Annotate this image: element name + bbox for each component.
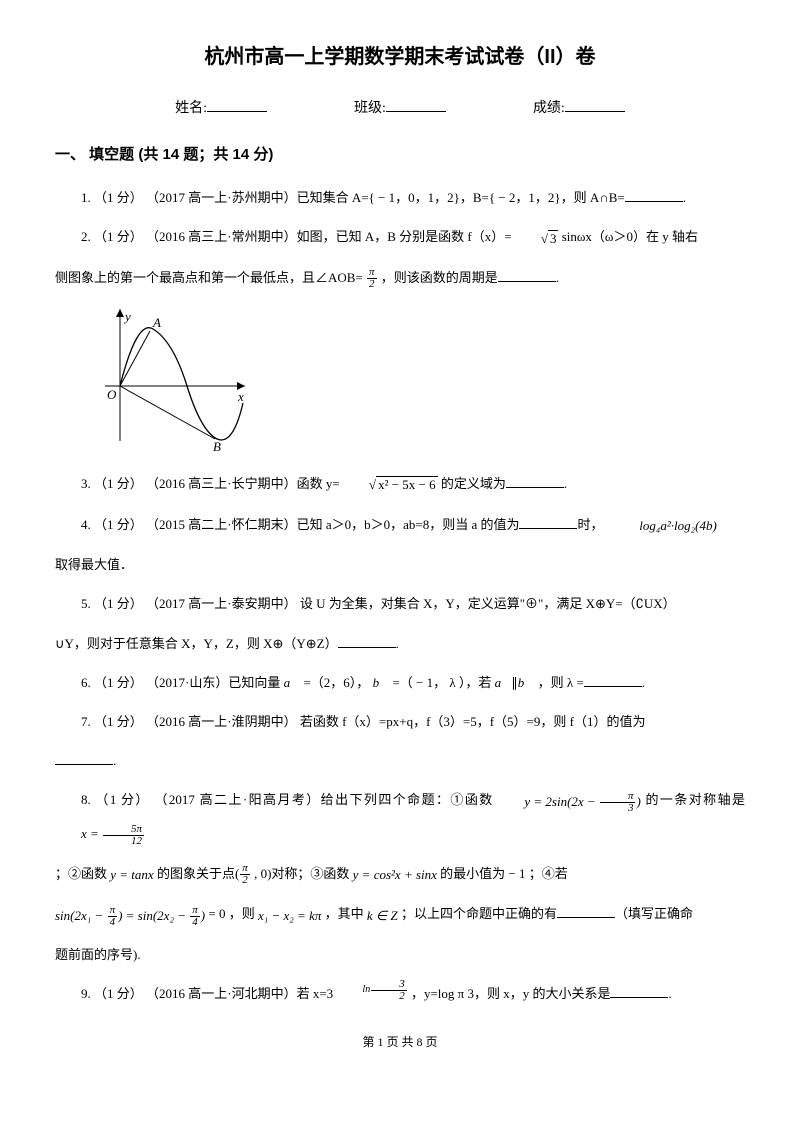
q8-expr5: sin(2x₁ − π4) = sin(2x₂ − π4) — [55, 900, 205, 931]
question-4-line2: 取得最大值． — [55, 549, 745, 580]
q6-post: . — [642, 675, 645, 690]
q3-blank — [506, 475, 564, 488]
q6-m3: ，则 λ = — [534, 675, 583, 690]
q6-pre: 6. （1 分） （2017·山东）已知向量 — [81, 675, 284, 690]
q8-l1a: 8. （1 分） （2017 高二上·阳高月考）给出下列四个命题：①函数 — [81, 792, 498, 807]
svg-text:A: A — [152, 315, 161, 330]
question-5-line2: ∪Y，则对于任意集合 X，Y，Z，则 X⊕（Y⊕Z）. — [55, 628, 745, 659]
question-2-line2: 侧图象上的第一个最高点和第一个最低点，且∠AOB= π2 ，则该函数的周期是. — [55, 262, 745, 293]
page-title: 杭州市高一上学期数学期末考试试卷（II）卷 — [55, 40, 745, 69]
q3-pre: 3. （1 分） （2016 高三上·长宁期中）函数 y= — [81, 476, 343, 491]
q4-l1b: 时， — [577, 517, 603, 532]
q4-l1a: 4. （1 分） （2015 高二上·怀仁期末）已知 a＞0，b＞0，ab=8，… — [81, 517, 519, 532]
q5-post: . — [396, 636, 399, 651]
question-8-line4: 题前面的序号). — [55, 939, 745, 970]
q2-l1a: 2. （1 分） （2016 高三上·常州期中）如图，已知 A，B 分别是函数 … — [81, 229, 515, 244]
q7-post: . — [113, 753, 116, 768]
q8-l2b: 的图象关于点( — [154, 866, 240, 881]
q8-expr2: x = 5π12 — [55, 818, 145, 849]
q2-post: . — [556, 270, 559, 285]
question-8-line2: ；②函数 y = tanx 的图象关于点(π2 , 0)对称；③函数 y = c… — [55, 858, 745, 891]
q9-pre: 9. （1 分） （2016 高一上·河北期中）若 x=3 — [81, 986, 336, 1001]
info-row: 姓名: 班级: 成绩: — [55, 97, 745, 117]
question-3: 3. （1 分） （2016 高三上·长宁期中）函数 y= √x² − 5x −… — [55, 468, 745, 501]
q9-exp: ln32 — [336, 978, 407, 1002]
vector-a2-icon: a⃗ — [495, 675, 512, 690]
q8-l1b: 的一条对称轴是 — [641, 792, 745, 807]
q2-l2a: 侧图象上的第一个最高点和第一个最低点，且∠AOB= — [55, 270, 366, 285]
q9-blank — [610, 985, 668, 998]
q8-l3a: = 0 ，则 — [205, 906, 258, 921]
svg-text:y: y — [123, 309, 131, 324]
question-8-line1: 8. （1 分） （2017 高二上·阳高月考）给出下列四个命题：①函数 y =… — [55, 784, 745, 849]
question-7-line2: . — [55, 745, 745, 776]
question-5-line1: 5. （1 分） （2017 高一上·泰安期中） 设 U 为全集，对集合 X，Y… — [55, 588, 745, 619]
question-4-line1: 4. （1 分） （2015 高二上·怀仁期末）已知 a＞0，b＞0，ab=8，… — [55, 509, 745, 542]
sqrt-expr-icon: √x² − 5x − 6 — [343, 469, 438, 500]
q8-l3d: （填写正确命 — [615, 906, 693, 921]
q2-l2b: ，则该函数的周期是 — [378, 270, 498, 285]
question-2-line1: 2. （1 分） （2016 高三上·常州期中）如图，已知 A，B 分别是函数 … — [55, 221, 745, 254]
sine-graph-figure: y x A B O — [95, 301, 745, 456]
parallel-icon: ∥ — [511, 675, 518, 690]
q6-m2: =（ − 1， λ ），若 — [389, 675, 494, 690]
q3-post: . — [564, 476, 567, 491]
svg-text:O: O — [107, 387, 117, 402]
vector-a-icon: a⃗ — [284, 675, 301, 690]
question-8-line3: sin(2x₁ − π4) = sin(2x₂ − π4) = 0 ，则 x₁ … — [55, 898, 745, 931]
q8-expr6: x₁ − x₂ = kπ — [258, 900, 321, 931]
q8-l2d: 的最小值为 − 1 ；④若 — [437, 866, 568, 881]
score-label: 成绩: — [533, 101, 565, 116]
question-7-line1: 7. （1 分） （2016 高一上·淮阴期中） 若函数 f（x）=px+q，f… — [55, 706, 745, 737]
q3-mid: 的定义域为 — [438, 476, 506, 491]
question-6: 6. （1 分） （2017·山东）已知向量 a⃗ =（2，6）， b⃗ =（ … — [55, 667, 745, 698]
q4-blank — [519, 516, 577, 529]
q8-l3b: ，其中 — [321, 906, 367, 921]
q7-blank — [55, 752, 113, 765]
name-label: 姓名: — [175, 101, 207, 116]
q2-l1b: sinωx（ω＞0）在 y 轴右 — [558, 229, 698, 244]
q9-post: . — [668, 986, 671, 1001]
q2-blank — [498, 269, 556, 282]
q5-l2a: ∪Y，则对于任意集合 X，Y，Z，则 X⊕（Y⊕Z） — [55, 636, 338, 651]
score-blank — [565, 97, 625, 112]
sqrt3-icon: √3 — [515, 223, 559, 254]
vector-b2-icon: b⃗ — [518, 675, 535, 690]
q1-post: . — [683, 190, 686, 205]
pi-over-2b-icon: π2 — [240, 863, 250, 886]
page-footer: 第 1 页 共 8 页 — [55, 1033, 745, 1050]
q8-l2a: ；②函数 — [55, 866, 110, 881]
q8-expr7: k ∈ Z — [367, 900, 398, 931]
question-9: 9. （1 分） （2016 高一上·河北期中）若 x=3 ln32 ，y=lo… — [55, 978, 745, 1009]
class-label: 班级: — [354, 101, 386, 116]
q6-m1: =（2，6）， — [300, 675, 372, 690]
q8-expr1: y = 2sin(2x − π3) — [498, 786, 640, 817]
q1-blank — [625, 189, 683, 202]
svg-text:B: B — [213, 439, 221, 451]
log-expr: log₄a²·log₂(4b) — [613, 510, 717, 541]
question-1: 1. （1 分） （2017 高一上·苏州期中）已知集合 A={ − 1，0，1… — [55, 182, 745, 213]
q8-blank — [557, 905, 615, 918]
q8-l3c: ；以上四个命题中正确的有 — [398, 906, 557, 921]
svg-text:x: x — [237, 389, 244, 404]
class-blank — [386, 97, 446, 112]
pi-over-2-icon: π2 — [367, 267, 377, 290]
q6-blank — [584, 674, 642, 687]
section-heading: 一、 填空题 (共 14 题；共 14 分) — [55, 143, 745, 164]
name-blank — [207, 97, 267, 112]
q9-mid: ，y=log π 3，则 x，y 的大小关系是 — [408, 986, 611, 1001]
vector-b-icon: b⃗ — [373, 675, 390, 690]
q5-blank — [338, 635, 396, 648]
q8-expr4: y = cos²x + sinx — [353, 859, 437, 890]
q1-text: 1. （1 分） （2017 高一上·苏州期中）已知集合 A={ − 1，0，1… — [81, 190, 625, 205]
q8-l2c: , 0)对称；③函数 — [251, 866, 353, 881]
q8-expr3: y = tanx — [110, 859, 153, 890]
